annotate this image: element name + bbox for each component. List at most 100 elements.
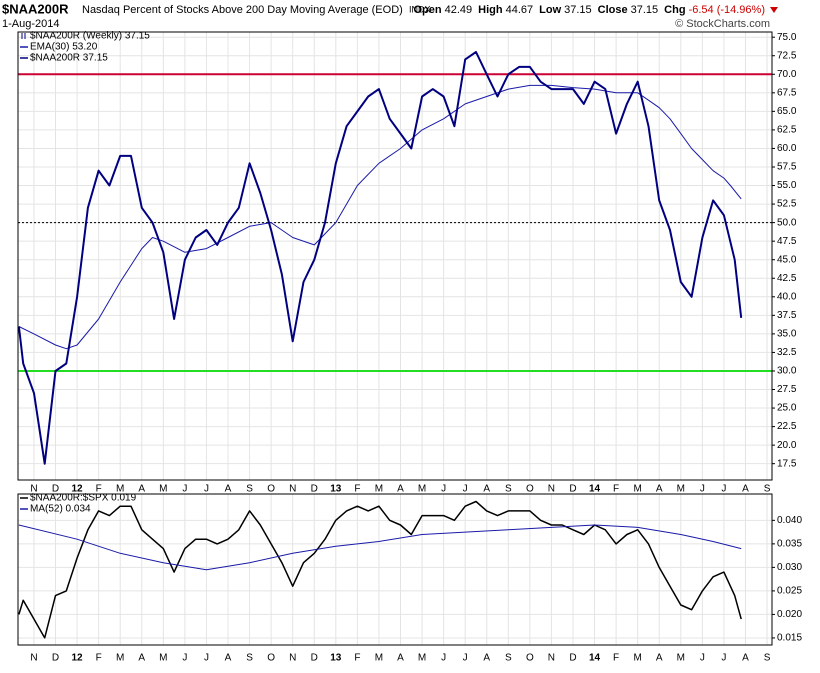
x-tick-label: S	[246, 653, 253, 664]
y-tick-label: 0.025	[777, 586, 802, 597]
plot-frame	[17, 31, 773, 481]
series-line	[18, 524, 742, 571]
x-tick-label: A	[656, 484, 663, 495]
y-tick-label: 52.5	[777, 199, 797, 210]
stat-value: 37.15	[564, 4, 592, 16]
x-tick-label: D	[569, 484, 576, 495]
description: Nasdaq Percent of Stocks Above 200 Day M…	[82, 4, 403, 16]
x-tick-label: A	[742, 484, 749, 495]
x-tick-label: M	[375, 484, 383, 495]
x-tick-label: N	[30, 484, 37, 495]
y-tick-label: 72.5	[777, 50, 797, 61]
x-tick-label: J	[441, 484, 446, 495]
x-tick-label: S	[505, 653, 512, 664]
y-tick-label: 20.0	[777, 440, 797, 451]
x-tick-label: 13	[330, 484, 342, 495]
date: 1-Aug-2014	[2, 18, 60, 30]
x-tick-label: M	[634, 653, 642, 664]
x-tick-label: M	[116, 653, 124, 664]
x-tick-label: 14	[589, 484, 601, 495]
y-tick-label: 17.5	[777, 458, 797, 469]
copyright: © StockCharts.com	[675, 18, 770, 30]
y-tick-label: 45.0	[777, 254, 797, 265]
legend-label: $NAA200R 37.15	[30, 53, 108, 64]
x-tick-label: 12	[72, 484, 84, 495]
x-tick-label: N	[289, 484, 296, 495]
x-tick-label: J	[721, 653, 726, 664]
x-tick-label: M	[116, 484, 124, 495]
y-tick-label: 70.0	[777, 69, 797, 80]
x-tick-label: S	[246, 484, 253, 495]
y-tick-label: 37.5	[777, 310, 797, 321]
x-tick-label: 13	[330, 653, 342, 664]
y-tick-label: 25.0	[777, 403, 797, 414]
symbol: $NAA200R	[2, 1, 69, 16]
x-tick-label: F	[613, 484, 619, 495]
stat-value: 44.67	[506, 4, 534, 16]
y-tick-label: 40.0	[777, 291, 797, 302]
y-tick-label: 42.5	[777, 273, 797, 284]
y-tick-label: 62.5	[777, 125, 797, 136]
y-tick-label: 0.020	[777, 609, 802, 620]
plot-area	[18, 32, 772, 480]
x-tick-label: M	[159, 484, 167, 495]
y-tick-label: 60.0	[777, 143, 797, 154]
y-tick-label: 32.5	[777, 347, 797, 358]
stat-value: 42.49	[445, 4, 473, 16]
stat-label: Low	[539, 4, 561, 16]
x-tick-label: M	[677, 484, 685, 495]
plot-frame	[17, 493, 773, 646]
x-tick-label: J	[700, 653, 705, 664]
legend-label: $NAA200R:$SPX 0.019	[30, 493, 137, 504]
x-tick-label: S	[505, 484, 512, 495]
x-tick-label: A	[483, 653, 490, 664]
series-line	[18, 500, 742, 639]
x-tick-label: N	[289, 653, 296, 664]
x-tick-label: J	[441, 653, 446, 664]
y-tick-label: 50.0	[777, 217, 797, 228]
series-line	[17, 51, 743, 465]
x-tick-label: D	[52, 653, 59, 664]
x-tick-label: N	[30, 653, 37, 664]
y-tick-label: 0.035	[777, 539, 802, 550]
x-tick-label: N	[548, 653, 555, 664]
plot-area	[18, 494, 772, 645]
x-tick-label: J	[182, 484, 187, 495]
x-tick-label: A	[138, 653, 145, 664]
x-tick-label: A	[225, 653, 232, 664]
x-tick-label: M	[677, 653, 685, 664]
x-tick-label: A	[397, 653, 404, 664]
x-tick-label: M	[634, 484, 642, 495]
x-tick-label: F	[354, 484, 360, 495]
x-tick-label: D	[311, 653, 318, 664]
x-tick-label: F	[96, 484, 102, 495]
stat-label: Close	[598, 4, 628, 16]
x-tick-label: A	[225, 484, 232, 495]
x-tick-label: N	[548, 484, 555, 495]
x-tick-label: M	[159, 653, 167, 664]
y-tick-label: 67.5	[777, 87, 797, 98]
x-tick-label: O	[526, 653, 534, 664]
stat-value: 37.15	[631, 4, 659, 16]
y-tick-label: 22.5	[777, 421, 797, 432]
x-tick-label: D	[569, 653, 576, 664]
x-tick-label: J	[182, 653, 187, 664]
x-tick-label: A	[397, 484, 404, 495]
stat-label: Open	[414, 4, 442, 16]
x-tick-label: O	[526, 484, 534, 495]
x-tick-label: J	[700, 484, 705, 495]
legend-label: MA(52) 0.034	[30, 504, 91, 515]
y-tick-label: 55.0	[777, 180, 797, 191]
y-tick-label: 0.015	[777, 633, 802, 644]
y-tick-label: 30.0	[777, 366, 797, 377]
x-tick-label: S	[764, 484, 771, 495]
y-tick-label: 27.5	[777, 384, 797, 395]
x-tick-label: D	[52, 484, 59, 495]
legend-icon	[21, 33, 26, 39]
stat-label: High	[478, 4, 503, 16]
x-tick-label: O	[267, 484, 275, 495]
x-tick-label: A	[742, 653, 749, 664]
legend-label: EMA(30) 53.20	[30, 42, 98, 53]
x-tick-label: A	[656, 653, 663, 664]
